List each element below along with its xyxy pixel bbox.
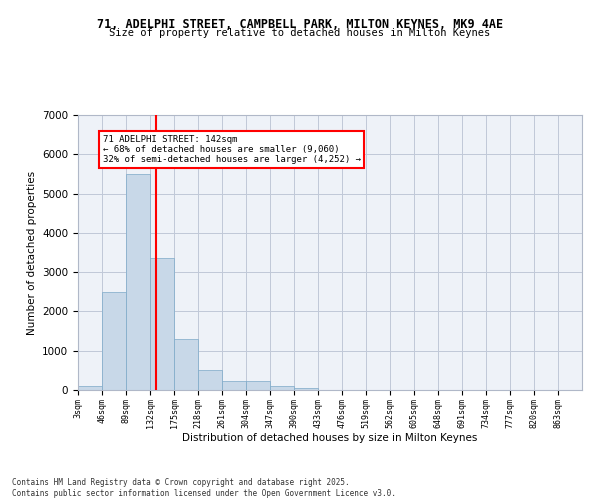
Bar bbox=[294, 388, 318, 390]
Bar bbox=[174, 339, 198, 390]
Text: 71, ADELPHI STREET, CAMPBELL PARK, MILTON KEYNES, MK9 4AE: 71, ADELPHI STREET, CAMPBELL PARK, MILTO… bbox=[97, 18, 503, 30]
Bar bbox=[150, 258, 174, 390]
X-axis label: Distribution of detached houses by size in Milton Keynes: Distribution of detached houses by size … bbox=[182, 433, 478, 443]
Bar bbox=[126, 174, 150, 390]
Text: 71 ADELPHI STREET: 142sqm
← 68% of detached houses are smaller (9,060)
32% of se: 71 ADELPHI STREET: 142sqm ← 68% of detac… bbox=[103, 134, 361, 164]
Text: Contains HM Land Registry data © Crown copyright and database right 2025.
Contai: Contains HM Land Registry data © Crown c… bbox=[12, 478, 396, 498]
Bar bbox=[198, 370, 222, 390]
Bar bbox=[78, 386, 102, 390]
Bar bbox=[222, 382, 246, 390]
Bar bbox=[246, 382, 270, 390]
Text: Size of property relative to detached houses in Milton Keynes: Size of property relative to detached ho… bbox=[109, 28, 491, 38]
Y-axis label: Number of detached properties: Number of detached properties bbox=[26, 170, 37, 334]
Bar bbox=[102, 292, 126, 390]
Bar bbox=[270, 386, 294, 390]
